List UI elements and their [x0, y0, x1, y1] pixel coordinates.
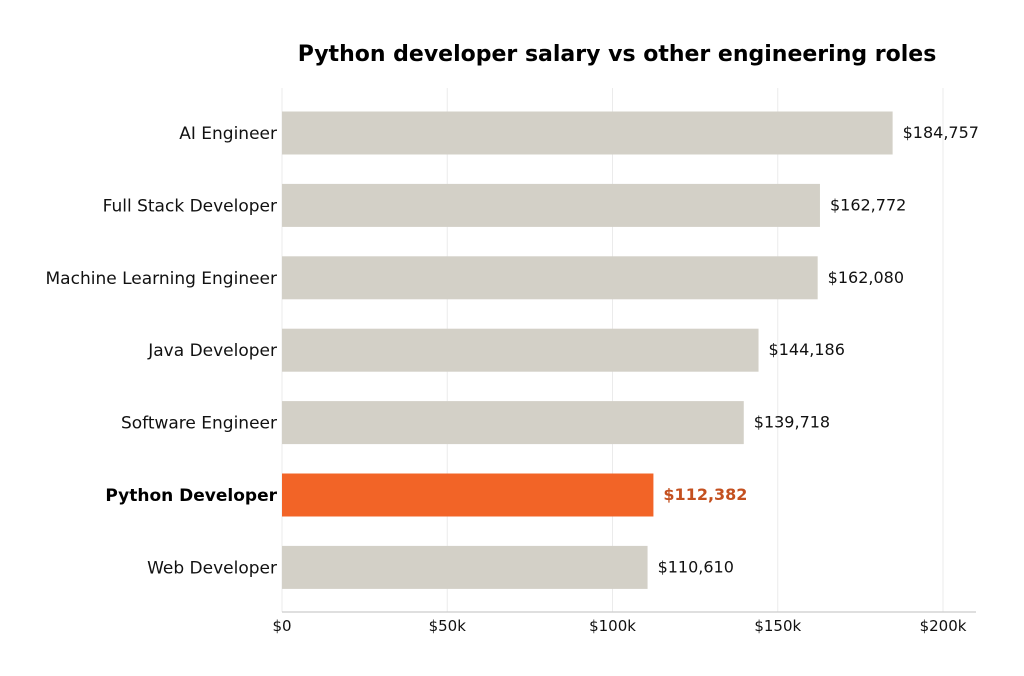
category-labels: AI Engineer Full Stack Developer Machine L… [46, 124, 278, 578]
bars [282, 111, 893, 589]
category-label: Machine Learning Engineer [46, 269, 277, 289]
category-label: Web Developer [147, 558, 277, 578]
bar [282, 401, 744, 445]
bar [282, 111, 893, 155]
x-tick-label: $0 [272, 617, 291, 635]
value-label: $110,610 [658, 557, 734, 576]
category-label: Software Engineer [121, 414, 277, 434]
x-tick-label: $50k [429, 617, 467, 635]
x-tick-label: $200k [920, 617, 967, 635]
bar-highlight [282, 473, 654, 517]
value-labels: $184,757 $162,772 $162,080 $144,186 $139,718… [658, 123, 979, 576]
chart-title: Python developer salary vs other enginee… [298, 42, 937, 67]
category-label: Python Developer [105, 486, 277, 506]
bar [282, 256, 818, 300]
category-label: Full Stack Developer [103, 196, 277, 216]
bar [282, 545, 648, 589]
value-label: $162,772 [830, 195, 906, 214]
category-label: Java Developer [147, 341, 277, 361]
x-tick-label: $150k [754, 617, 801, 635]
bar [282, 183, 820, 227]
value-label: $144,186 [769, 340, 845, 359]
value-label: $162,080 [828, 268, 904, 287]
value-label: $184,757 [903, 123, 979, 142]
x-tick-label: $100k [589, 617, 636, 635]
x-tick-labels: $0 $50k $100k $150k $200k [272, 617, 966, 635]
value-label: $139,718 [754, 413, 830, 432]
category-label: AI Engineer [179, 124, 277, 144]
value-label: $112,382 [663, 485, 747, 504]
bar [282, 328, 759, 372]
